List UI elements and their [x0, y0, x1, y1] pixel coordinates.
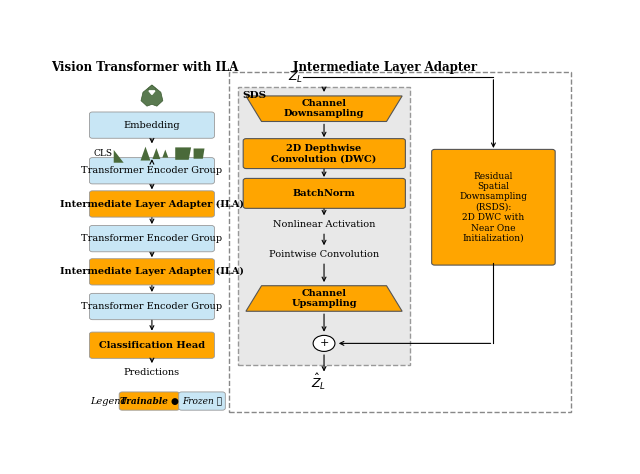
Polygon shape — [148, 85, 156, 93]
FancyBboxPatch shape — [179, 392, 225, 410]
Polygon shape — [246, 96, 402, 121]
FancyBboxPatch shape — [90, 293, 214, 319]
FancyBboxPatch shape — [90, 332, 214, 358]
FancyBboxPatch shape — [90, 259, 214, 285]
Polygon shape — [141, 146, 150, 161]
FancyBboxPatch shape — [90, 158, 214, 184]
Text: Channel
Downsampling: Channel Downsampling — [284, 99, 364, 118]
Text: Embedding: Embedding — [124, 120, 180, 129]
Text: +: + — [319, 338, 329, 348]
Polygon shape — [193, 148, 205, 159]
Circle shape — [313, 336, 335, 351]
Text: Pointwise Convolution: Pointwise Convolution — [269, 250, 379, 259]
Polygon shape — [141, 85, 163, 106]
Text: Transformer Encoder Group: Transformer Encoder Group — [81, 166, 223, 175]
Text: Transformer Encoder Group: Transformer Encoder Group — [81, 234, 223, 243]
Text: SDS: SDS — [243, 91, 267, 100]
Polygon shape — [114, 150, 124, 163]
Text: Intermediate Layer Adapter: Intermediate Layer Adapter — [293, 61, 477, 74]
Bar — [237, 87, 410, 365]
Text: Transformer Encoder Group: Transformer Encoder Group — [81, 302, 223, 311]
Polygon shape — [246, 286, 402, 311]
Text: Intermediate Layer Adapter (ILA): Intermediate Layer Adapter (ILA) — [60, 200, 244, 209]
FancyBboxPatch shape — [243, 178, 405, 209]
Text: Intermediate Layer Adapter (ILA): Intermediate Layer Adapter (ILA) — [60, 267, 244, 276]
Text: BatchNorm: BatchNorm — [292, 189, 355, 198]
Text: Vision Transformer with ILA: Vision Transformer with ILA — [51, 61, 238, 74]
FancyBboxPatch shape — [90, 112, 214, 138]
Text: $\hat{Z}_L$: $\hat{Z}_L$ — [312, 372, 327, 392]
Text: Frozen ❄: Frozen ❄ — [182, 397, 222, 406]
Text: Classification Head: Classification Head — [99, 341, 205, 350]
FancyBboxPatch shape — [431, 149, 555, 265]
Text: Predictions: Predictions — [124, 368, 180, 377]
Bar — [229, 72, 571, 411]
Text: Legend:: Legend: — [90, 397, 130, 406]
Text: $Z_L$: $Z_L$ — [288, 69, 303, 84]
Polygon shape — [175, 147, 191, 160]
FancyBboxPatch shape — [90, 191, 214, 217]
Text: Trainable ●: Trainable ● — [120, 397, 179, 406]
Polygon shape — [163, 150, 168, 158]
Text: Residual
Spatial
Downsampling
(RSDS):
2D DWC with
Near One
Initialization): Residual Spatial Downsampling (RSDS): 2D… — [460, 172, 527, 243]
Text: Channel
Upsampling: Channel Upsampling — [291, 289, 357, 308]
Polygon shape — [152, 148, 161, 159]
FancyBboxPatch shape — [119, 392, 180, 410]
Text: 2D Depthwise
Convolution (DWC): 2D Depthwise Convolution (DWC) — [271, 144, 377, 164]
Text: CLS: CLS — [94, 149, 113, 158]
Polygon shape — [149, 91, 155, 94]
Text: Nonlinear Activation: Nonlinear Activation — [273, 220, 375, 229]
FancyBboxPatch shape — [90, 226, 214, 252]
FancyBboxPatch shape — [243, 138, 405, 169]
